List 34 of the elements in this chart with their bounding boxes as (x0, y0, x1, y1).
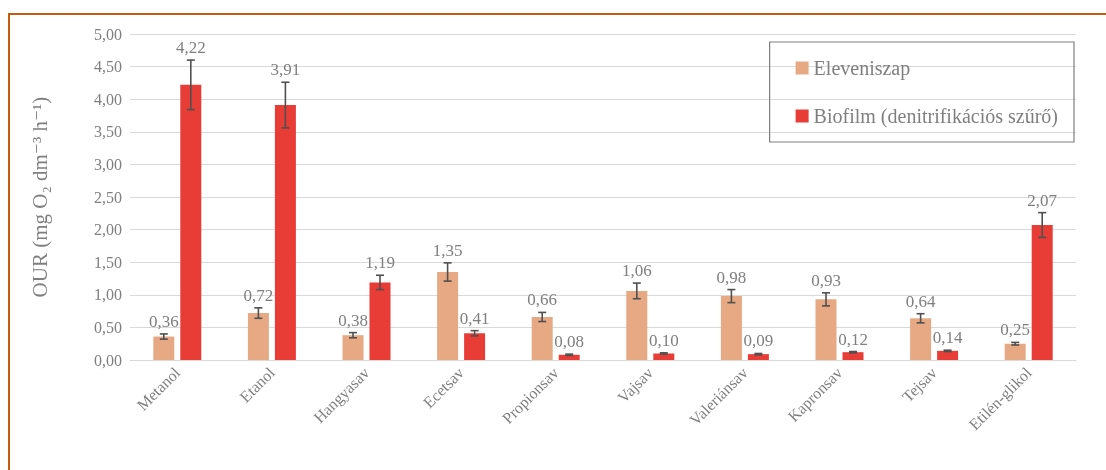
data-label: 3,91 (270, 60, 301, 80)
y-tick-label: 2,00 (94, 221, 122, 239)
data-label: 0,10 (648, 330, 679, 350)
data-label: 0,36 (148, 311, 179, 331)
y-tick-label: 2,50 (94, 188, 122, 206)
legend-label: Eleveniszap (813, 57, 911, 80)
y-tick-label: 5,00 (94, 25, 122, 43)
data-label: 0,08 (554, 332, 585, 352)
data-label: 0,14 (932, 328, 963, 348)
data-label: 0,41 (459, 308, 490, 328)
data-label: 4,22 (175, 38, 206, 58)
y-tick-label: 4,50 (94, 58, 122, 76)
data-label: 0,38 (338, 310, 368, 330)
y-tick-label: 0,00 (94, 351, 122, 369)
data-label: 0,66 (527, 290, 558, 310)
y-tick-label: 0,50 (94, 318, 122, 336)
data-label: 2,07 (1027, 190, 1058, 210)
y-tick-label: 4,00 (94, 90, 122, 108)
y-tick-label: 3,50 (94, 123, 122, 141)
data-label: 0,12 (838, 329, 868, 349)
y-tick-label: 1,50 (94, 253, 122, 271)
legend-label: Biofilm (denitrifikációs szűrő) (813, 105, 1059, 128)
data-label: 1,19 (365, 253, 395, 273)
data-label: 0,98 (716, 267, 747, 287)
data-label: 0,25 (1000, 320, 1031, 340)
data-label: 1,35 (432, 240, 463, 260)
data-label: 0,09 (743, 331, 774, 351)
y-axis-title: OUR (mg O₂ dm⁻³ h⁻¹) (27, 96, 52, 298)
y-tick-label: 3,00 (94, 155, 122, 173)
data-label: 1,06 (621, 261, 652, 281)
data-label: 0,72 (243, 285, 274, 305)
data-label: 0,93 (811, 270, 841, 290)
y-tick-label: 1,00 (94, 286, 122, 304)
data-label: 0,64 (905, 291, 936, 311)
